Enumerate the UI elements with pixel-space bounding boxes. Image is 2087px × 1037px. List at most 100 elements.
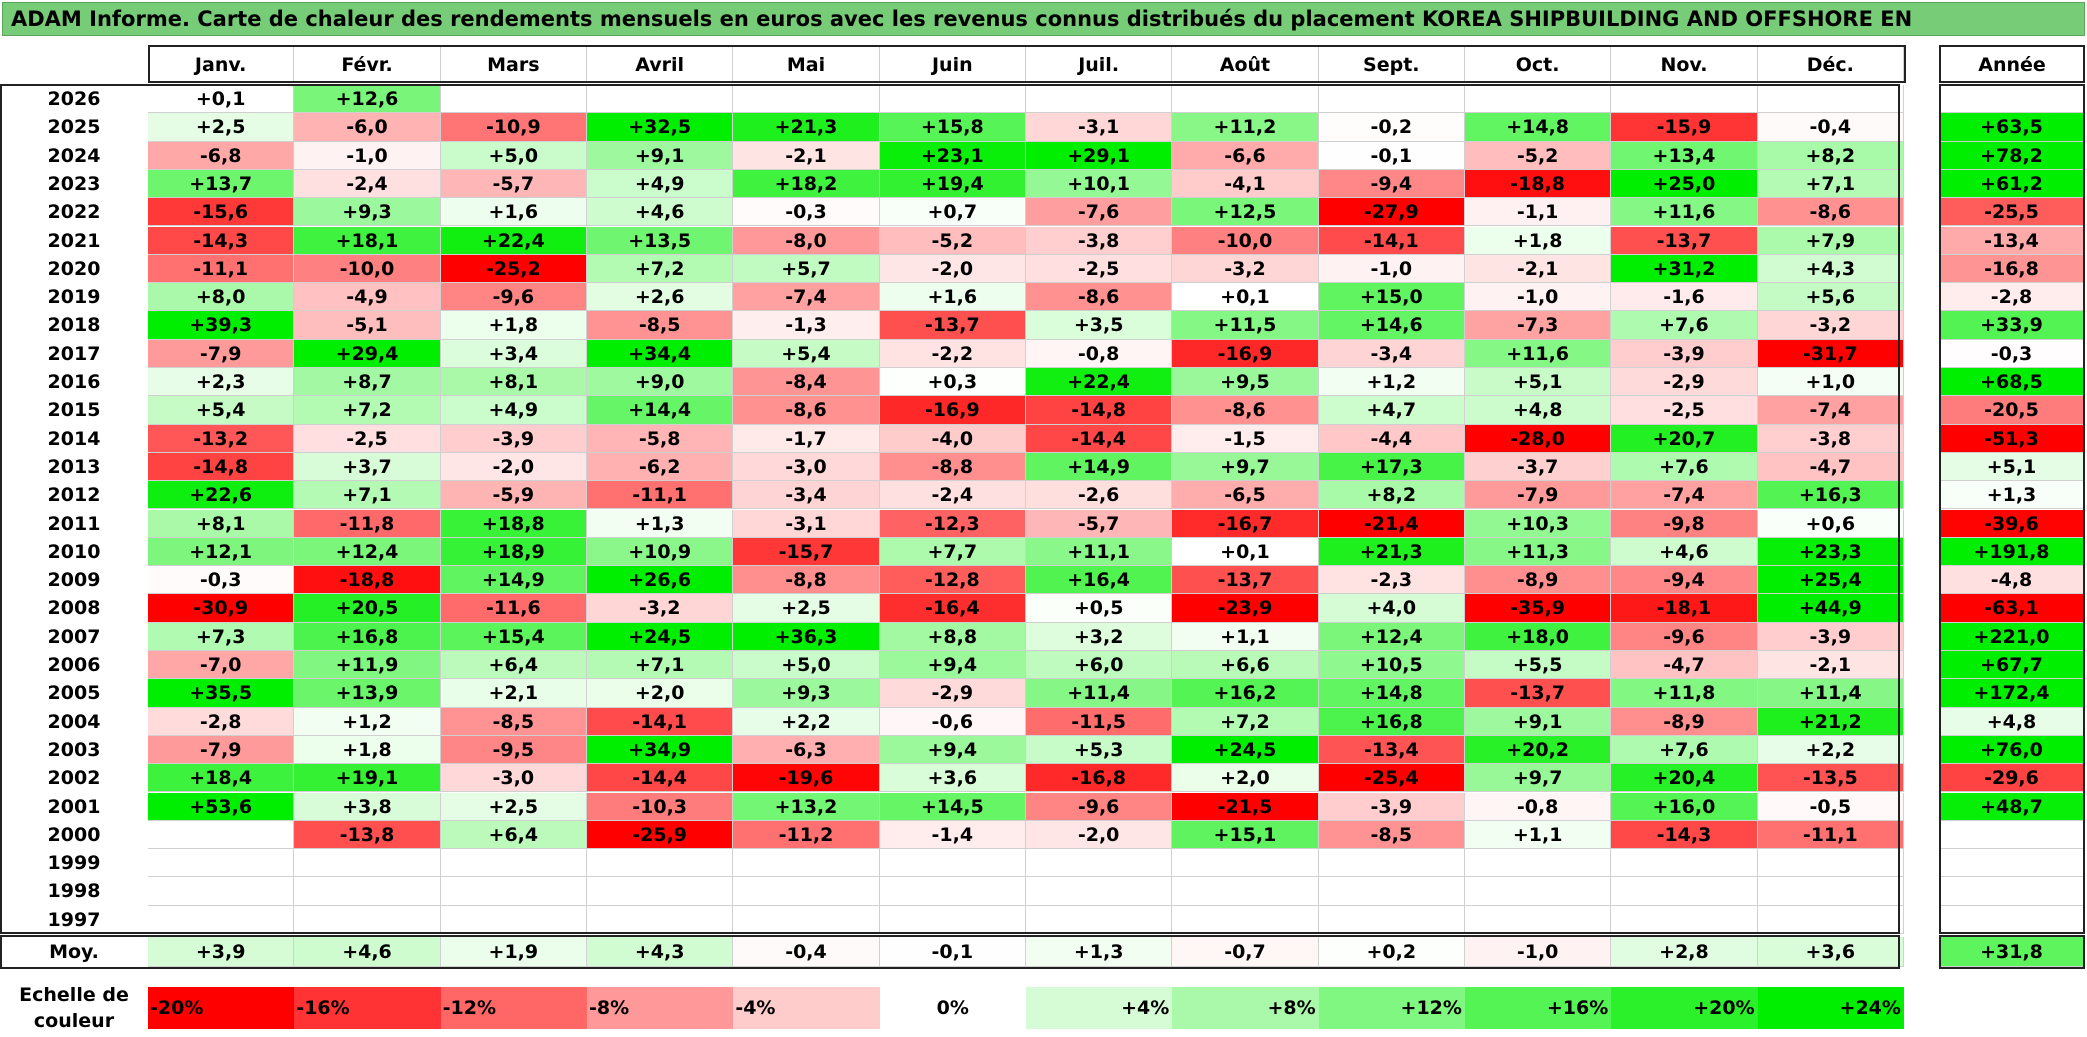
monthly-return-cell [440, 905, 587, 934]
monthly-return-cell: -4,1 [1172, 169, 1319, 199]
monthly-return-cell: +12,5 [1172, 198, 1319, 227]
monthly-return-cell [879, 877, 1026, 906]
monthly-return-cell: -5,2 [1464, 141, 1612, 170]
monthly-return-cell: +4,6 [1611, 537, 1758, 567]
year-label: 2010 [47, 540, 101, 563]
monthly-return-cell: -4,0 [879, 424, 1026, 453]
monthly-return-cell: -21,4 [1318, 509, 1465, 538]
monthly-return-cell [1025, 849, 1173, 878]
monthly-return-cell: +1,2 [294, 707, 441, 736]
monthly-return-cell: -4,7 [1611, 651, 1758, 680]
monthly-return-cell: -2,2 [879, 339, 1026, 368]
monthly-return-cell: +7,7 [879, 537, 1026, 567]
average-annual-cell: +31,8 [1939, 937, 2085, 967]
monthly-return-cell: -15,9 [1611, 113, 1758, 142]
year-label: 2007 [47, 625, 101, 648]
monthly-return-cell: -8,9 [1464, 566, 1612, 595]
monthly-return-cell: +2,6 [586, 283, 734, 312]
annual-return-cell: -16,8 [1939, 254, 2085, 284]
annual-return-cell [1939, 905, 2085, 934]
monthly-return-cell: -1,0 [1318, 254, 1465, 284]
monthly-return-cell [879, 849, 1026, 878]
monthly-return-cell: -1,3 [733, 311, 880, 340]
monthly-return-cell: -1,5 [1172, 424, 1319, 453]
annual-return-cell: +78,2 [1939, 141, 2085, 170]
month-header: Juin [880, 47, 1026, 83]
monthly-return-cell: -5,1 [294, 311, 441, 340]
monthly-return-cell: +2,3 [148, 368, 295, 397]
monthly-return-cell: +2,5 [148, 113, 295, 142]
monthly-return-cell: -1,6 [1611, 283, 1758, 312]
monthly-return-cell: -13,4 [1318, 735, 1465, 765]
monthly-return-cell: +14,9 [1025, 452, 1173, 482]
color-scale-swatch: -20% [148, 987, 295, 1029]
monthly-return-cell: +9,7 [1464, 764, 1612, 793]
monthly-return-cell: -5,9 [440, 481, 587, 510]
average-monthly-cell: +2,8 [1611, 937, 1758, 967]
monthly-return-cell: -13,7 [879, 311, 1026, 340]
monthly-return-cell: +31,2 [1611, 254, 1758, 284]
monthly-return-cell: +1,0 [1757, 368, 1904, 397]
monthly-return-cell: +7,6 [1611, 452, 1758, 482]
monthly-return-cell: -30,9 [148, 594, 295, 623]
monthly-return-cell: +8,1 [148, 509, 295, 538]
monthly-return-cell: +3,2 [1025, 622, 1173, 651]
monthly-return-cell: +13,5 [586, 226, 734, 255]
monthly-return-cell: +4,0 [1318, 594, 1465, 623]
average-monthly-cell: +0,2 [1318, 937, 1465, 967]
monthly-return-cell: -2,5 [294, 424, 441, 453]
monthly-return-cell: -1,1 [1464, 198, 1612, 227]
color-scale-swatch: -8% [586, 987, 734, 1029]
monthly-return-cell: +16,4 [1025, 566, 1173, 595]
monthly-return-cell: +5,0 [440, 141, 587, 170]
monthly-return-cell: -5,2 [879, 226, 1026, 255]
year-label: 2024 [47, 144, 101, 167]
monthly-return-cell: +16,8 [1318, 707, 1465, 736]
monthly-return-cell [1025, 85, 1173, 114]
year-label: 1998 [47, 880, 101, 903]
monthly-return-cell: -2,8 [148, 707, 295, 736]
monthly-return-cell: +18,1 [294, 226, 441, 255]
monthly-return-cell: -2,1 [1757, 651, 1904, 680]
annual-return-cell: -13,4 [1939, 226, 2085, 255]
annual-return-cell: +5,1 [1939, 452, 2085, 482]
monthly-return-cell: +5,4 [733, 339, 880, 368]
monthly-return-cell [586, 905, 734, 934]
monthly-return-cell: +14,4 [586, 396, 734, 425]
monthly-return-cell: -9,6 [1025, 792, 1173, 821]
monthly-return-cell: -0,3 [148, 566, 295, 595]
year-label: 2014 [47, 427, 101, 450]
monthly-return-cell: +18,4 [148, 764, 295, 793]
monthly-return-cell: +9,5 [1172, 368, 1319, 397]
monthly-return-cell: -2,3 [1318, 566, 1465, 595]
monthly-return-cell [1025, 905, 1173, 934]
monthly-return-cell: -3,4 [733, 481, 880, 510]
year-label: 2023 [47, 172, 101, 195]
monthly-return-cell: -2,1 [1464, 254, 1612, 284]
year-label: 2006 [47, 654, 101, 676]
monthly-return-cell: -13,7 [1464, 679, 1612, 708]
monthly-return-cell: -19,6 [733, 764, 880, 793]
monthly-return-cell: +11,4 [1757, 679, 1904, 708]
monthly-return-cell: +12,4 [294, 537, 441, 567]
monthly-return-cell: -13,7 [1172, 566, 1319, 595]
monthly-return-cell [586, 85, 734, 114]
monthly-return-cell: +8,7 [294, 368, 441, 397]
monthly-return-cell: +5,4 [148, 396, 295, 425]
annual-return-cell [1939, 877, 2085, 906]
monthly-return-cell: +5,7 [733, 254, 880, 284]
monthly-return-cell: -9,5 [440, 735, 587, 765]
year-label: 2021 [47, 229, 101, 252]
monthly-return-cell: -3,8 [1025, 226, 1173, 255]
average-monthly-cell: -0,7 [1172, 937, 1319, 967]
annual-return-cell: -25,5 [1939, 198, 2085, 227]
monthly-return-cell: -0,1 [1318, 141, 1465, 170]
annual-return-cell: +76,0 [1939, 735, 2085, 765]
monthly-return-cell: +12,1 [148, 537, 295, 567]
monthly-return-cell: +10,9 [586, 537, 734, 567]
monthly-return-cell: +0,5 [1025, 594, 1173, 623]
monthly-return-cell: -3,9 [440, 424, 587, 453]
color-scale-swatch: 0% [879, 987, 1026, 1029]
monthly-return-cell: +1,1 [1172, 622, 1319, 651]
monthly-return-cell [1318, 849, 1465, 878]
